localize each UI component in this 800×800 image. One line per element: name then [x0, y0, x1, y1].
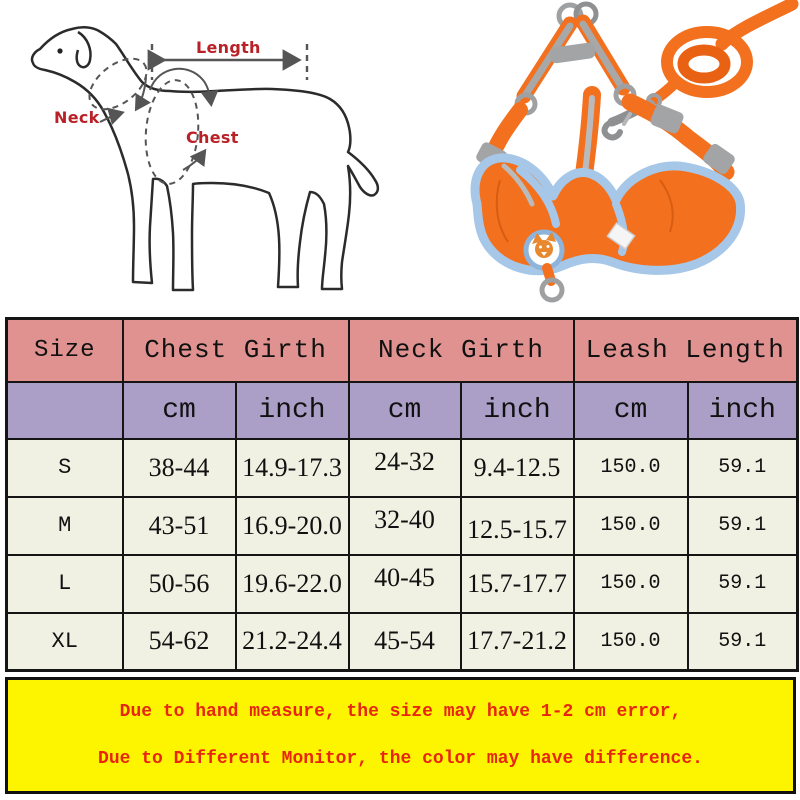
logo-fox-eye-left	[539, 245, 542, 249]
snap-hook-trigger	[622, 112, 632, 126]
unit-header-chest-inch: inch	[234, 380, 350, 440]
right-slide-buckle-1	[650, 104, 684, 134]
neck-arrow	[99, 107, 125, 125]
table-row-size-l: L 50-56 19.6-22.0 40-45 15.7-17.7 150.0 …	[5, 553, 799, 614]
dog-ear	[75, 30, 92, 69]
chest-inch-cell: 14.9-17.3	[234, 437, 350, 498]
disclaimer-banner: Due to hand measure, the size may have 1…	[5, 677, 796, 794]
size-cell: L	[5, 553, 124, 614]
chest-inch-cell: 16.9-20.0	[234, 495, 350, 556]
size-tag	[606, 222, 636, 250]
table-row-size-xl: XL 54-62 21.2-24.4 45-54 17.7-21.2 150.0…	[5, 611, 799, 672]
chest-cm-cell: 43-51	[121, 495, 237, 556]
leash-cm-cell: 150.0	[572, 611, 689, 672]
table-row-size-m: M 43-51 16.9-20.0 32-40 12.5-15.7 150.0 …	[5, 495, 799, 556]
neck-inch-value: 12.5-15.7	[467, 514, 567, 544]
leash-cm-cell: 150.0	[572, 553, 689, 614]
pad-inner-trim-left	[516, 166, 560, 228]
pad-seam-right	[659, 179, 674, 233]
right-reflective-strip	[579, 20, 625, 90]
neck-cm-value: 40-45	[374, 562, 435, 592]
size-chart-table: Size Chest Girth Neck Girth Leash Length…	[5, 317, 800, 672]
pad-seam-left	[495, 179, 509, 243]
size-cell: XL	[5, 611, 124, 672]
right-slide-buckle-2	[703, 143, 735, 175]
column-header-neck-girth: Neck Girth	[347, 317, 575, 383]
chest-cm-cell: 50-56	[121, 553, 237, 614]
unit-header-empty	[5, 380, 124, 440]
disclaimer-line-1: Due to hand measure, the size may have 1…	[119, 702, 682, 722]
size-cell: M	[5, 495, 124, 556]
neck-inch-cell: 12.5-15.7	[459, 495, 575, 556]
left-reflective-strip	[522, 22, 574, 98]
neck-inch-cell: 15.7-17.7	[459, 553, 575, 614]
shoulder-arrow	[134, 76, 151, 112]
leash-cm-cell: 150.0	[572, 437, 689, 498]
chest-inch-cell: 19.6-22.0	[234, 553, 350, 614]
neck-cm-value: 32-40	[374, 504, 435, 534]
pad-reflective-edge	[501, 163, 535, 207]
size-cell: S	[5, 437, 124, 498]
harness-illustration	[470, 0, 799, 303]
chest-inch-cell: 21.2-24.4	[234, 611, 350, 672]
chest-girth-ellipse	[144, 79, 200, 185]
table-row-size-s: S 38-44 14.9-17.3 24-32 9.4-12.5 150.0 5…	[5, 437, 799, 498]
logo-fox-ears	[532, 232, 556, 244]
dog-eye	[57, 48, 63, 54]
unit-header-leash-inch: inch	[686, 380, 799, 440]
neck-girth-ellipse	[88, 57, 148, 111]
unit-header-neck-cm: cm	[347, 380, 462, 440]
neck-label: Neck	[54, 108, 100, 127]
neck-cm-cell: 24-32	[347, 437, 462, 498]
table-group-header-row: Size Chest Girth Neck Girth Leash Length	[5, 317, 799, 383]
neck-cm-value: 24-32	[374, 446, 435, 476]
logo-fox-face	[535, 240, 553, 258]
leash-inch-cell: 59.1	[686, 611, 799, 672]
bottom-d-ring	[539, 277, 565, 303]
leash-coil-outer	[661, 26, 753, 98]
neck-inch-cell: 9.4-12.5	[459, 437, 575, 498]
chest-cm-cell: 54-62	[121, 611, 237, 672]
chest-up-arrow	[182, 148, 207, 171]
leash-inch-cell: 59.1	[686, 495, 799, 556]
table-unit-header-row: cm inch cm inch cm inch	[5, 380, 799, 440]
column-header-leash-length: Leash Length	[572, 317, 799, 383]
unit-header-chest-cm: cm	[121, 380, 237, 440]
leash-inch-cell: 59.1	[686, 437, 799, 498]
leash-coil-inner	[677, 44, 731, 84]
logo-fox-muzzle	[541, 252, 547, 256]
column-header-size: Size	[5, 317, 124, 383]
strap-connector	[549, 42, 596, 64]
snap-hook-nose	[601, 119, 623, 141]
neck-cm-cell: 40-45	[347, 553, 462, 614]
disclaimer-line-2: Due to Different Monitor, the color may …	[98, 749, 703, 769]
chest-cm-cell: 38-44	[121, 437, 237, 498]
chest-label: Chest	[186, 128, 239, 147]
neck-cm-cell: 32-40	[347, 495, 462, 556]
dog-outline-drawing	[30, 26, 380, 292]
logo-fox-eye-right	[546, 245, 550, 248]
leash-inch-cell: 59.1	[686, 553, 799, 614]
chest-measure-arc	[149, 67, 219, 107]
dog-measurement-diagram: Length Neck Chest	[0, 0, 420, 310]
leash-drop	[650, 78, 680, 105]
neck-inch-cell: 17.7-21.2	[459, 611, 575, 672]
length-label: Length	[196, 38, 261, 57]
neck-cm-cell: 45-54	[347, 611, 462, 672]
column-header-chest-girth: Chest Girth	[121, 317, 350, 383]
harness-product-photo	[420, 0, 800, 310]
unit-header-neck-inch: inch	[459, 380, 575, 440]
leash-cm-cell: 150.0	[572, 495, 689, 556]
unit-header-leash-cm: cm	[572, 380, 689, 440]
